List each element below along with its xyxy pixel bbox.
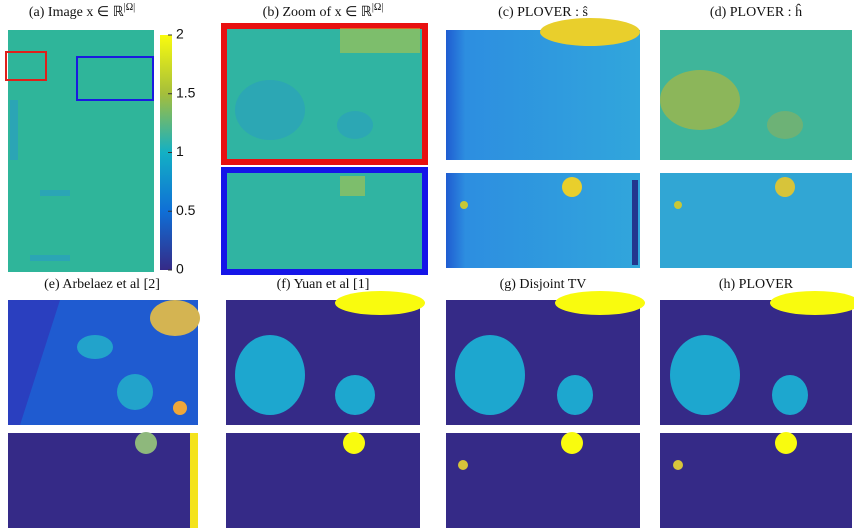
image-f <box>226 291 425 528</box>
caption: (e) Arbelaez et al [2] <box>44 277 160 292</box>
image-e <box>8 300 200 528</box>
image-c <box>446 18 640 268</box>
image-h <box>660 291 854 528</box>
image-b <box>224 26 425 272</box>
colorbar-tick-label: 0.5 <box>176 202 196 218</box>
caption: (f) Yuan et al [1] <box>277 277 370 292</box>
colorbar-tick-label: 1.5 <box>176 84 196 100</box>
image-g <box>446 291 645 528</box>
image-d <box>660 30 852 268</box>
colorbar-tick-label: 0 <box>176 261 184 277</box>
caption: (h) PLOVER <box>719 277 794 292</box>
image-a <box>6 30 154 272</box>
caption: (b) Zoom of x ∈ ℝ|Ω| <box>263 2 384 20</box>
colorbar-tick-label: 1 <box>176 143 184 159</box>
caption: (a) Image x ∈ ℝ|Ω| <box>29 2 135 20</box>
caption: (c) PLOVER : ŝ <box>498 5 588 20</box>
colorbar-tick-label: 2 <box>176 26 184 42</box>
caption: (d) PLOVER : ĥ <box>710 3 802 20</box>
caption: (g) Disjoint TV <box>500 277 587 292</box>
figure: (a) Image x ∈ ℝ|Ω| (b) Zoom of x ∈ ℝ|Ω| … <box>0 0 854 528</box>
